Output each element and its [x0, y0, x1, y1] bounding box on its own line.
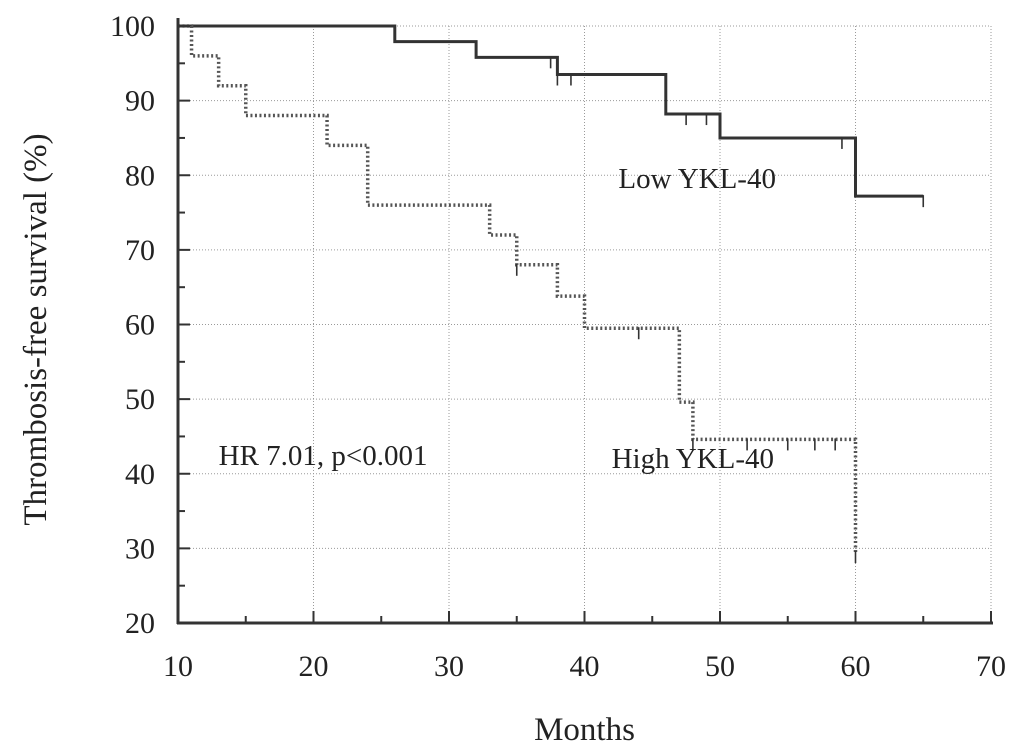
series-label-high: High YKL-40 — [612, 443, 774, 475]
y-tick-label: 50 — [125, 383, 155, 416]
x-axis-title: Months — [534, 712, 635, 748]
series-line-low — [178, 24, 924, 198]
x-tick-label: 40 — [570, 650, 600, 683]
x-tick-label: 10 — [163, 650, 193, 683]
y-tick-label: 20 — [125, 607, 155, 640]
y-tick-label: 60 — [125, 309, 155, 342]
y-tick-label: 80 — [125, 159, 155, 192]
y-tick-label: 100 — [110, 10, 155, 43]
x-tick-label: 50 — [705, 650, 735, 683]
series-line-high — [178, 24, 858, 553]
x-tick-label: 60 — [841, 650, 871, 683]
series-label-low: Low YKL-40 — [618, 163, 776, 195]
y-tick-label: 90 — [125, 85, 155, 118]
axes — [176, 18, 993, 625]
y-tick-label: 40 — [125, 458, 155, 491]
labels: 10 20 30 40 50 60 702030405060708090100MonthsT… — [18, 10, 1006, 748]
series-layer — [178, 24, 925, 564]
x-tick-label: 20 — [299, 650, 329, 683]
y-tick-label: 30 — [125, 532, 155, 565]
x-tick-label: 30 — [434, 650, 464, 683]
x-tick-label: 70 — [976, 650, 1006, 683]
hr-annotation: HR 7.01, p<0.001 — [219, 440, 428, 472]
y-tick-label: 70 — [125, 234, 155, 267]
y-axis-title: Thrombosis-free survival (%) — [18, 133, 54, 525]
